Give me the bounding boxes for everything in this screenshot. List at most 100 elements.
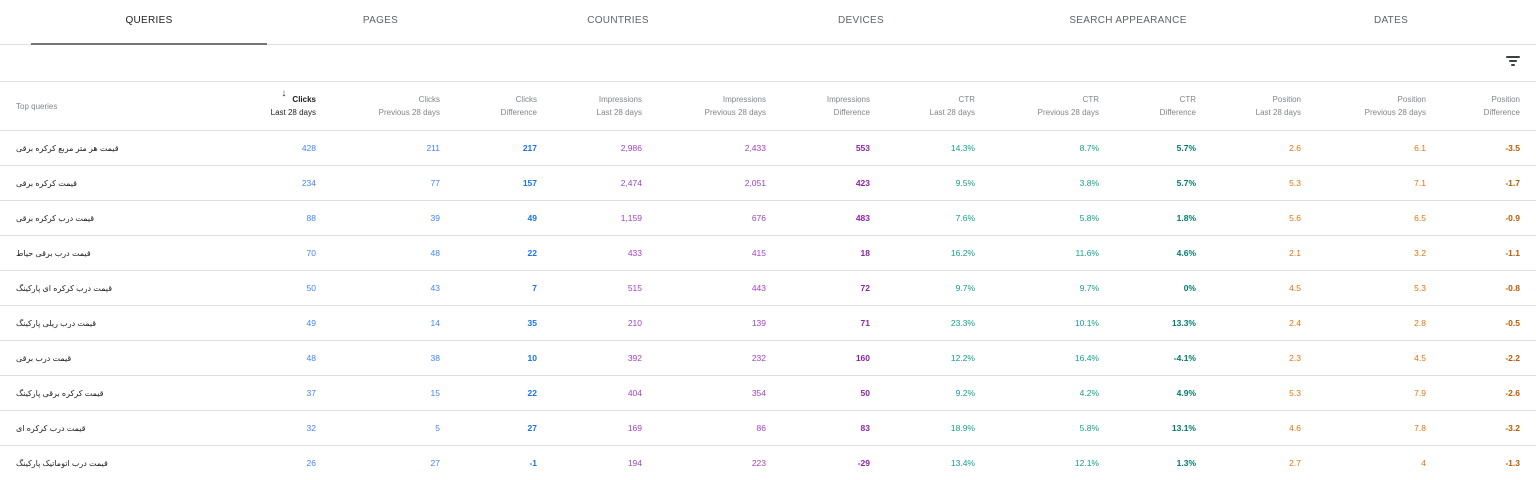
cell-clicks-difference: 10 xyxy=(440,341,537,376)
cell-query[interactable]: قیمت کرکره برقی xyxy=(0,166,170,201)
cell-clicks-previous: 211 xyxy=(316,131,440,166)
filter-icon[interactable] xyxy=(1506,54,1520,68)
cell-position-difference: -2.6 xyxy=(1426,376,1536,411)
cell-query[interactable]: قیمت درب اتوماتیک پارکینگ xyxy=(0,446,170,480)
tab-search-appearance[interactable]: SEARCH APPEARANCE xyxy=(980,0,1276,44)
cell-position-previous: 7.8 xyxy=(1301,411,1426,446)
cell-impressions-previous: 223 xyxy=(642,446,766,480)
tab-dates[interactable]: DATES xyxy=(1276,0,1506,44)
cell-impressions-last: 2,474 xyxy=(537,166,642,201)
cell-ctr-difference: 13.3% xyxy=(1099,306,1196,341)
cell-position-last: 2.7 xyxy=(1196,446,1301,480)
cell-impressions-previous: 676 xyxy=(642,201,766,236)
cell-clicks-difference: 22 xyxy=(440,236,537,271)
cell-ctr-last: 13.4% xyxy=(870,446,975,480)
cell-impressions-previous: 354 xyxy=(642,376,766,411)
cell-clicks-difference: 157 xyxy=(440,166,537,201)
cell-position-previous: 3.2 xyxy=(1301,236,1426,271)
cell-impressions-last: 210 xyxy=(537,306,642,341)
cell-ctr-previous: 4.2% xyxy=(975,376,1099,411)
cell-impressions-last: 404 xyxy=(537,376,642,411)
cell-ctr-previous: 5.8% xyxy=(975,201,1099,236)
cell-ctr-previous: 5.8% xyxy=(975,411,1099,446)
cell-position-difference: -1.3 xyxy=(1426,446,1536,480)
cell-impressions-last: 1,159 xyxy=(537,201,642,236)
tab-queries[interactable]: QUERIES xyxy=(31,0,267,44)
cell-position-previous: 7.9 xyxy=(1301,376,1426,411)
cell-position-previous: 7.1 xyxy=(1301,166,1426,201)
cell-position-last: 4.6 xyxy=(1196,411,1301,446)
header-clicks-last[interactable]: ↓Clicks Last 28 days xyxy=(170,82,316,131)
cell-impressions-difference: 50 xyxy=(766,376,870,411)
cell-clicks-difference: 22 xyxy=(440,376,537,411)
cell-clicks-previous: 27 xyxy=(316,446,440,480)
cell-clicks-last: 49 xyxy=(170,306,316,341)
cell-query[interactable]: قیمت درب برقی xyxy=(0,341,170,376)
cell-query[interactable]: قیمت هر متر مربع کرکره برقی xyxy=(0,131,170,166)
cell-ctr-difference: 5.7% xyxy=(1099,166,1196,201)
tab-pages[interactable]: PAGES xyxy=(267,0,494,44)
cell-impressions-difference: 83 xyxy=(766,411,870,446)
cell-query[interactable]: قیمت درب کرکره ای xyxy=(0,411,170,446)
cell-clicks-difference: 7 xyxy=(440,271,537,306)
cell-query[interactable]: قیمت درب کرکره ای پارکینگ xyxy=(0,271,170,306)
cell-ctr-difference: 5.7% xyxy=(1099,131,1196,166)
cell-ctr-last: 18.9% xyxy=(870,411,975,446)
cell-clicks-previous: 38 xyxy=(316,341,440,376)
cell-impressions-last: 433 xyxy=(537,236,642,271)
cell-clicks-difference: -1 xyxy=(440,446,537,480)
cell-ctr-last: 9.5% xyxy=(870,166,975,201)
tab-countries[interactable]: COUNTRIES xyxy=(494,0,742,44)
cell-impressions-previous: 139 xyxy=(642,306,766,341)
cell-query[interactable]: قیمت درب برقی حیاط xyxy=(0,236,170,271)
cell-position-last: 5.6 xyxy=(1196,201,1301,236)
cell-position-last: 2.6 xyxy=(1196,131,1301,166)
cell-ctr-last: 14.3% xyxy=(870,131,975,166)
cell-position-difference: -0.9 xyxy=(1426,201,1536,236)
tab-devices[interactable]: DEVICES xyxy=(742,0,980,44)
cell-position-last: 2.1 xyxy=(1196,236,1301,271)
cell-clicks-previous: 39 xyxy=(316,201,440,236)
cell-position-difference: -3.2 xyxy=(1426,411,1536,446)
cell-impressions-previous: 232 xyxy=(642,341,766,376)
cell-clicks-previous: 77 xyxy=(316,166,440,201)
cell-position-previous: 6.1 xyxy=(1301,131,1426,166)
header-top-queries[interactable]: Top queries xyxy=(0,82,170,131)
cell-query[interactable]: قیمت درب کرکره برقی xyxy=(0,201,170,236)
cell-clicks-previous: 5 xyxy=(316,411,440,446)
cell-ctr-last: 9.2% xyxy=(870,376,975,411)
cell-clicks-last: 37 xyxy=(170,376,316,411)
cell-query[interactable]: قیمت کرکره برقی پارکینگ xyxy=(0,376,170,411)
cell-clicks-last: 32 xyxy=(170,411,316,446)
cell-position-difference: -3.5 xyxy=(1426,131,1536,166)
cell-position-previous: 6.5 xyxy=(1301,201,1426,236)
cell-impressions-last: 169 xyxy=(537,411,642,446)
cell-clicks-last: 70 xyxy=(170,236,316,271)
cell-position-previous: 5.3 xyxy=(1301,271,1426,306)
cell-query[interactable]: قیمت درب ریلی پارکینگ xyxy=(0,306,170,341)
cell-ctr-difference: 4.9% xyxy=(1099,376,1196,411)
cell-impressions-difference: 423 xyxy=(766,166,870,201)
